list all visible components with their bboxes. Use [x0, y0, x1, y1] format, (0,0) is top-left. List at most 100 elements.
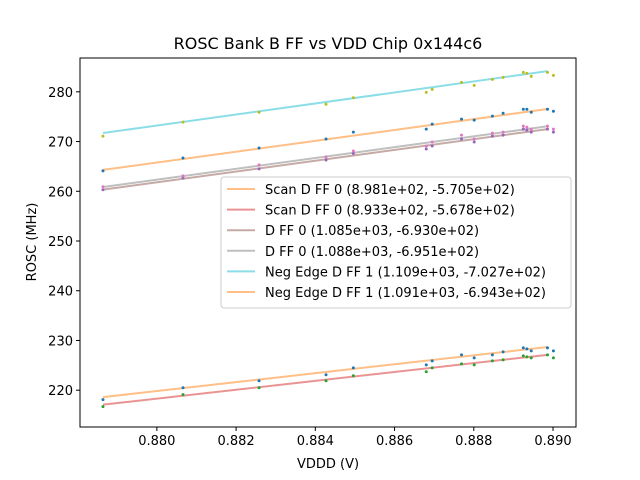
data-point-1 — [501, 358, 505, 362]
data-point-5 — [257, 146, 261, 150]
fit-line-4 — [102, 70, 548, 135]
data-point-0 — [551, 349, 555, 353]
data-point-5 — [472, 118, 476, 122]
data-point-5 — [551, 109, 555, 113]
legend: Scan D FF 0 (8.981e+02, -5.705e+02) Scan … — [220, 176, 572, 309]
data-point-5 — [101, 169, 105, 173]
data-point-5 — [525, 107, 529, 111]
data-point-0 — [324, 373, 328, 377]
x-tick-label: 0.884 — [297, 434, 334, 449]
data-point-4 — [501, 75, 505, 79]
data-point-5 — [501, 111, 505, 115]
data-point-5 — [351, 130, 355, 134]
y-tick-label: 230 — [48, 334, 73, 349]
data-point-3 — [521, 124, 525, 128]
data-point-5 — [430, 122, 434, 126]
y-tick-label: 240 — [48, 285, 73, 300]
data-point-1 — [525, 355, 529, 359]
data-point-4 — [490, 77, 494, 81]
chart-title: ROSC Bank B FF vs VDD Chip 0x144c6 — [174, 34, 483, 53]
legend-entry: Neg Edge D FF 1 (1.091e+03, -6.943e+02) — [265, 286, 546, 301]
y-tick-label: 250 — [48, 235, 73, 250]
data-point-2 — [460, 137, 464, 141]
legend-box — [220, 176, 572, 309]
data-point-3 — [257, 163, 261, 167]
data-point-3 — [101, 185, 105, 189]
data-point-4 — [545, 70, 549, 74]
data-point-1 — [351, 374, 355, 378]
data-point-5 — [424, 127, 428, 131]
axes-frame — [79, 57, 577, 428]
data-point-3 — [324, 155, 328, 159]
x-tick-label: 0.890 — [534, 434, 571, 449]
data-point-3 — [529, 127, 533, 131]
data-point-2 — [529, 130, 533, 134]
data-point-4 — [351, 96, 355, 100]
data-point-2 — [430, 144, 434, 148]
data-point-0 — [521, 346, 525, 350]
x-tick-label: 0.888 — [455, 434, 492, 449]
data-point-3 — [472, 137, 476, 141]
data-point-0 — [525, 347, 529, 351]
data-point-1 — [551, 356, 555, 360]
plot-area — [101, 70, 555, 409]
data-point-5 — [529, 110, 533, 114]
data-point-1 — [181, 393, 185, 397]
data-point-0 — [424, 363, 428, 367]
legend-entry: Scan D FF 0 (8.933e+02, -5.678e+02) — [265, 204, 515, 219]
data-point-2 — [351, 151, 355, 155]
data-point-0 — [472, 356, 476, 360]
data-point-0 — [351, 366, 355, 370]
data-point-5 — [545, 107, 549, 111]
data-point-3 — [181, 174, 185, 178]
data-point-0 — [257, 379, 261, 383]
data-point-2 — [490, 134, 494, 138]
data-point-3 — [430, 140, 434, 144]
data-point-0 — [529, 349, 533, 353]
data-point-2 — [551, 130, 555, 134]
x-tick-label: 0.880 — [138, 434, 175, 449]
data-point-2 — [501, 133, 505, 137]
data-point-1 — [430, 366, 434, 370]
data-point-0 — [460, 353, 464, 357]
legend-entry: D FF 0 (1.088e+03, -6.951e+02) — [265, 245, 479, 260]
data-point-1 — [101, 405, 105, 409]
data-point-4 — [101, 134, 105, 138]
data-point-2 — [521, 127, 525, 131]
y-tick-label: 270 — [48, 136, 73, 151]
data-point-2 — [545, 127, 549, 131]
data-point-5 — [181, 156, 185, 160]
data-point-3 — [525, 125, 529, 129]
fit-line-0 — [102, 346, 548, 399]
legend-entry: Neg Edge D FF 1 (1.109e+03, -7.027e+02) — [265, 265, 546, 280]
y-tick-label: 280 — [48, 86, 73, 101]
data-point-3 — [545, 124, 549, 128]
data-point-2 — [324, 158, 328, 162]
data-point-3 — [460, 133, 464, 137]
data-point-1 — [490, 359, 494, 363]
data-point-1 — [545, 353, 549, 357]
data-point-0 — [430, 359, 434, 363]
data-point-4 — [324, 102, 328, 106]
data-point-5 — [521, 107, 525, 111]
data-point-4 — [529, 74, 533, 78]
data-point-4 — [257, 110, 261, 114]
data-point-3 — [501, 130, 505, 134]
data-point-5 — [490, 114, 494, 118]
data-point-4 — [430, 87, 434, 91]
data-point-3 — [490, 131, 494, 135]
data-point-2 — [101, 188, 105, 192]
x-tick-label: 0.886 — [376, 434, 413, 449]
data-point-3 — [351, 149, 355, 153]
x-tick-label: 0.882 — [217, 434, 254, 449]
x-axis-label: VDDD (V) — [297, 457, 359, 472]
data-point-4 — [521, 70, 525, 74]
data-point-5 — [460, 117, 464, 121]
data-point-3 — [424, 144, 428, 148]
data-point-1 — [529, 356, 533, 360]
y-axis: 220 230 240 250 260 270 280 — [48, 86, 80, 399]
data-point-0 — [101, 398, 105, 402]
data-point-0 — [490, 353, 494, 357]
data-point-4 — [460, 80, 464, 84]
